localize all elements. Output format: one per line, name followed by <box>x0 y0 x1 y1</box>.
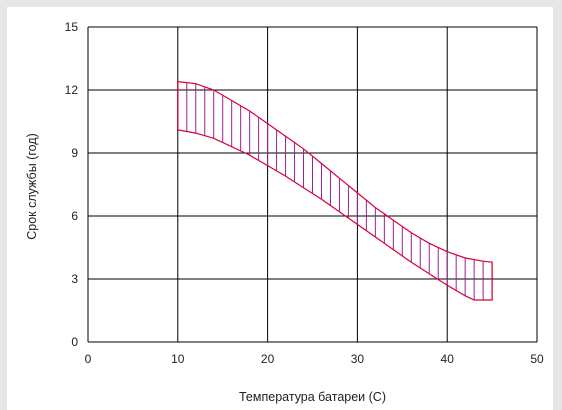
grid-lines <box>87 26 538 343</box>
x-tick-label: 40 <box>441 352 455 366</box>
y-axis-title: Срок службы (год) <box>25 133 39 240</box>
y-tick-label: 9 <box>71 146 78 160</box>
x-tick-label: 20 <box>261 352 275 366</box>
x-tick-label: 50 <box>530 352 544 366</box>
tick-labels: 0 10 20 30 40 50 0 3 6 9 12 15 <box>65 20 544 366</box>
x-axis-title: Температура батареи (С) <box>239 390 386 404</box>
x-tick-label: 0 <box>85 352 92 366</box>
life-vs-temperature-chart: 0 10 20 30 40 50 0 3 6 9 12 15 Температура батареи … <box>25 20 544 404</box>
y-tick-label: 15 <box>65 20 79 34</box>
x-tick-label: 10 <box>171 352 185 366</box>
band-outline <box>177 80 493 301</box>
chart-panel: 0 10 20 30 40 50 0 3 6 9 12 15 Температура батареи … <box>7 7 553 410</box>
lifetime-band <box>177 80 493 301</box>
x-tick-label: 30 <box>351 352 365 366</box>
y-tick-label: 0 <box>71 335 78 349</box>
y-tick-label: 12 <box>65 83 79 97</box>
y-tick-label: 3 <box>71 272 78 286</box>
y-tick-label: 6 <box>71 209 78 223</box>
